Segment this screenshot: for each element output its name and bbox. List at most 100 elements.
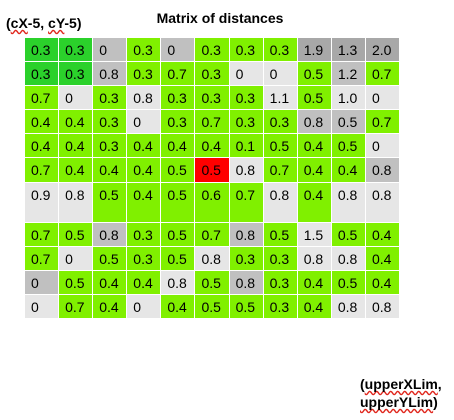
corner-br-close: ) — [433, 394, 438, 410]
matrix-cell: 0.8 — [229, 270, 264, 296]
matrix-cell: 0.5 — [229, 295, 264, 320]
matrix-cell: 0.5 — [93, 182, 128, 223]
matrix-cell: 2.0 — [365, 38, 401, 63]
matrix-cell: 0.7 — [25, 246, 60, 271]
matrix-cell: 0.3 — [263, 38, 298, 63]
matrix-cell: 0.8 — [297, 246, 332, 271]
matrix-cell: 0.4 — [297, 270, 332, 296]
corner-tl-mid: -5, — [27, 15, 49, 31]
matrix-cell: 1.1 — [263, 86, 298, 111]
matrix-cell: 0.4 — [297, 158, 332, 183]
matrix-cell: 0 — [229, 62, 264, 87]
matrix-cell: 0.3 — [93, 110, 128, 135]
matrix-cell: 0.3 — [195, 86, 230, 111]
matrix-cell: 0.7 — [365, 62, 401, 87]
matrix-cell: 0.8 — [229, 158, 264, 183]
corner-tl-cx: cX — [10, 15, 28, 31]
matrix-cell: 1.2 — [331, 62, 366, 87]
matrix-cell: 0.5 — [161, 158, 196, 183]
matrix-cell: 0.8 — [93, 222, 128, 247]
corner-tl-suffix: -5) — [64, 15, 82, 31]
matrix-cell: 0.5 — [263, 222, 298, 247]
matrix-cell: 0.3 — [263, 295, 298, 320]
matrix-cell: 0.3 — [93, 86, 128, 111]
matrix-cell: 0.7 — [229, 182, 264, 223]
matrix-cell: 0.5 — [331, 134, 366, 159]
matrix-cell: 0.3 — [229, 38, 264, 63]
matrix-cell: 0.8 — [331, 246, 366, 271]
matrix-cell: 0.3 — [127, 38, 162, 63]
matrix-cell: 0.8 — [297, 110, 332, 135]
matrix-cell: 0.8 — [365, 295, 401, 320]
matrix-cell: 0.7 — [263, 158, 298, 183]
matrix-cell: 0.4 — [127, 270, 162, 296]
matrix-cell: 0.4 — [297, 295, 332, 320]
matrix-cell: 0.4 — [127, 158, 162, 183]
matrix-cell: 0.3 — [127, 246, 162, 271]
matrix-cell: 0.6 — [195, 182, 230, 223]
matrix-cell: 1.9 — [297, 38, 332, 63]
matrix-cell: 0.3 — [59, 62, 94, 87]
matrix-cell: 0 — [59, 86, 94, 111]
bottom-right-corner-label: (upperXLim, upperYLim) — [360, 375, 442, 411]
matrix-cell: 0.3 — [25, 38, 60, 63]
matrix-cell: 0.5 — [331, 222, 366, 247]
matrix-cell: 0.4 — [297, 134, 332, 159]
matrix-cell: 0.7 — [25, 222, 60, 247]
matrix-cell: 0 — [263, 62, 298, 87]
matrix-cell: 0.3 — [229, 86, 264, 111]
matrix-cell: 0.4 — [93, 270, 128, 296]
matrix-cell: 0.4 — [195, 134, 230, 159]
matrix-cell: 0.7 — [161, 62, 196, 87]
matrix-cell: 0.5 — [331, 110, 366, 135]
matrix-cell: 0 — [365, 134, 401, 159]
matrix-cell: 0.4 — [365, 270, 401, 296]
matrix-cell: 0.8 — [229, 222, 264, 247]
matrix-cell: 0.4 — [93, 295, 128, 320]
matrix-cell: 0 — [25, 295, 60, 320]
matrix-cell: 0.5 — [297, 86, 332, 111]
matrix-cell: 0.3 — [59, 38, 94, 63]
matrix-cell: 0.4 — [25, 110, 60, 135]
corner-tl-prefix: ( — [6, 15, 11, 31]
matrix-cell: 0.4 — [59, 110, 94, 135]
matrix-cell: 0.5 — [331, 270, 366, 296]
matrix-cell: 0.5 — [93, 246, 128, 271]
matrix-cell: 0.7 — [25, 158, 60, 183]
matrix-cell: 0.5 — [263, 134, 298, 159]
matrix-cell: 0.3 — [229, 246, 264, 271]
matrix-cell: 0.5 — [161, 246, 196, 271]
matrix-cell: 0.4 — [161, 134, 196, 159]
matrix-cell: 0.3 — [263, 246, 298, 271]
matrix-cell: 0.5 — [195, 270, 230, 296]
corner-br-prefix: ( — [360, 376, 365, 392]
matrix-cell: 0.4 — [297, 182, 332, 223]
matrix-cell: 0.3 — [161, 110, 196, 135]
matrix-cell: 0.9 — [25, 182, 60, 223]
corner-br-upperylim: upperYLim — [360, 394, 434, 410]
matrix-cell: 1.3 — [331, 38, 366, 63]
matrix-cell: 0.4 — [365, 222, 401, 247]
matrix-cell: 0.8 — [161, 270, 196, 296]
top-left-corner-label: (cX-5, cY-5) — [6, 14, 82, 32]
matrix-cell: 0.3 — [263, 110, 298, 135]
matrix-cell: 0.4 — [25, 134, 60, 159]
matrix-cell: 0 — [127, 110, 162, 135]
distance-matrix-grid: 0.3 0.3 0 0.3 0 0.3 0.3 0.3 1.9 1.3 2.0 0.3 0.3 0.8 0.… — [24, 38, 401, 320]
matrix-cell: 0.8 — [263, 182, 298, 223]
matrix-cell: 1.0 — [331, 86, 366, 111]
matrix-cell: 0.4 — [59, 158, 94, 183]
matrix-cell: 0.7 — [195, 222, 230, 247]
matrix-cell: 0 — [127, 295, 162, 320]
matrix-cell: 0.8 — [127, 86, 162, 111]
matrix-cell: 0.7 — [365, 110, 401, 135]
matrix-cell: 0.5 — [161, 182, 196, 223]
matrix-cell: 0.3 — [127, 62, 162, 87]
matrix-cell: 0.5 — [59, 270, 94, 296]
matrix-cell: 0.8 — [59, 182, 94, 223]
matrix-cell: 1.5 — [297, 222, 332, 247]
matrix-cell: 0 — [93, 38, 128, 63]
corner-br-upperxlim: upperXLim — [364, 376, 438, 392]
matrix-cell: 0.5 — [59, 222, 94, 247]
matrix-cell: 0.4 — [365, 246, 401, 271]
